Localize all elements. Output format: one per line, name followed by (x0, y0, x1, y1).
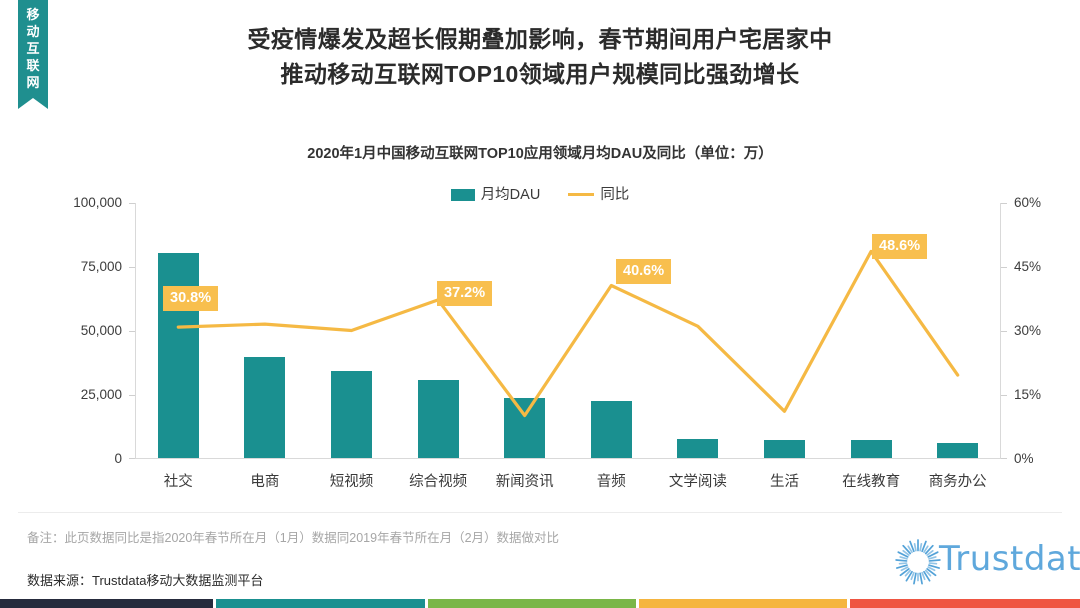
bar-comprehensive-video[interactable] (417, 380, 459, 458)
left-axis-line (135, 203, 136, 459)
y-axis-tick-label: 75,000 (80, 259, 122, 274)
data-label-audio: 40.6% (616, 259, 672, 284)
x-axis-label-ecommerce: 电商 (250, 474, 280, 490)
bottom-bar-segment (216, 599, 425, 608)
bottom-bar-segment (850, 599, 1080, 608)
x-axis-label-literature-reading: 文学阅读 (668, 474, 727, 490)
bar-swatch-icon (450, 189, 475, 202)
bar-life[interactable] (764, 440, 805, 458)
data-label-comprehensive-video: 37.2% (437, 281, 493, 306)
bottom-bar-segment (428, 599, 636, 608)
y2-axis-tick-mark (1001, 331, 1007, 332)
y2-axis-tick-label: 45% (1014, 259, 1042, 274)
data-label-online-education: 48.6% (872, 234, 928, 259)
x-axis-label-life: 生活 (770, 474, 799, 490)
y-axis-tick-mark (129, 458, 135, 459)
bar-literature-reading[interactable] (677, 438, 719, 458)
y2-axis-tick-label: 15% (1014, 387, 1042, 402)
page-title: 受疫情爆发及超长假期叠加影响，春节期间用户宅居家中 推动移动互联网TOP10领域… (120, 22, 960, 92)
footer-divider (18, 512, 1062, 513)
legend-item-yoy[interactable]: 同比 (568, 183, 629, 204)
ribbon-char: 网 (26, 75, 40, 90)
bar-news[interactable] (504, 398, 546, 458)
y-axis-tick-label: 25,000 (80, 387, 122, 402)
y2-axis-tick-mark (1001, 458, 1007, 459)
y-axis-tick-label: 50,000 (80, 323, 122, 338)
page-title-line-2: 推动移动互联网TOP10领域用户规模同比强劲增长 (280, 61, 800, 87)
ribbon-char: 动 (26, 24, 40, 39)
chart-subtitle: 2020年1月中国移动互联网TOP10应用领域月均DAU及同比（单位：万） (307, 146, 773, 162)
bar-ecommerce[interactable] (244, 357, 286, 458)
ribbon-char: 移 (26, 7, 40, 22)
legend-label: 月均DAU (480, 187, 541, 203)
ribbon-char: 互 (26, 41, 40, 56)
x-axis-label-comprehensive-video: 综合视频 (409, 474, 468, 490)
page-title-line-1: 受疫情爆发及超长假期叠加影响，春节期间用户宅居家中 (247, 26, 833, 52)
x-axis-label-news: 新闻资讯 (495, 474, 554, 490)
bottom-bar-segment (639, 599, 847, 608)
x-axis-label-short-video: 短视频 (329, 474, 374, 490)
right-axis-line (1000, 203, 1001, 459)
x-axis-label-social: 社交 (163, 474, 193, 490)
y-axis-tick-mark (129, 267, 135, 268)
x-axis-label-audio: 音频 (596, 474, 626, 490)
bottom-color-bar (0, 599, 1080, 608)
y2-axis-tick-mark (1001, 395, 1007, 396)
logo-wordmark: Trustdata (939, 539, 1080, 579)
bar-online-education[interactable] (850, 440, 892, 458)
sunburst-icon (895, 539, 941, 585)
bar-business-office[interactable] (937, 442, 979, 458)
x-axis-label-business-office: 商务办公 (928, 474, 987, 490)
section-ribbon: 移 动 互 联 网 (18, 0, 48, 109)
legend-item-dau[interactable]: 月均DAU (450, 183, 541, 204)
trustdata-logo: Trustdata (893, 537, 1080, 589)
y2-axis-tick-label: 30% (1014, 323, 1042, 338)
line-swatch-icon (568, 192, 595, 196)
y2-axis-tick-mark (1001, 267, 1007, 268)
y2-axis-tick-mark (1001, 203, 1007, 204)
x-axis-label-online-education: 在线教育 (842, 474, 901, 490)
bar-audio[interactable] (590, 400, 632, 458)
data-label-social: 30.8% (163, 286, 219, 311)
y2-axis-tick-label: 60% (1014, 195, 1042, 210)
legend-label: 同比 (600, 187, 630, 203)
bottom-bar-segment (0, 599, 213, 608)
data-source: 数据来源：Trustdata移动大数据监测平台 (27, 573, 264, 588)
ribbon-label: 移 动 互 联 网 (18, 6, 48, 91)
bar-short-video[interactable] (331, 371, 372, 458)
y-axis-tick-mark (129, 395, 135, 396)
x-axis-line (135, 458, 1001, 459)
chart-legend: 月均DAU 同比 (0, 183, 1080, 204)
ribbon-char: 联 (26, 58, 40, 73)
y-axis-tick-label: 0 (114, 451, 122, 466)
footnote: 备注：此页数据同比是指2020年春节所在月（1月）数据同2019年春节所在月（2… (27, 531, 560, 545)
y2-axis-tick-label: 0% (1014, 451, 1034, 466)
y-axis-tick-mark (129, 203, 135, 204)
y-axis-tick-label: 100,000 (73, 195, 122, 210)
y-axis-tick-mark (129, 331, 135, 332)
